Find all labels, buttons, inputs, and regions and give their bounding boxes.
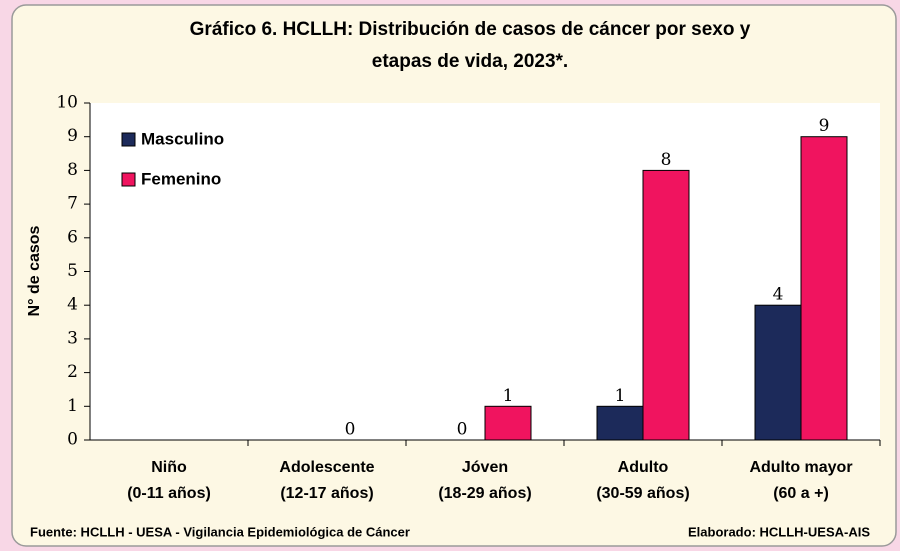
x-tick-label: Adulto mayor <box>749 459 852 476</box>
x-tick-label: (0-11 años) <box>127 485 211 502</box>
y-tick-label: 5 <box>67 261 78 281</box>
legend-swatch <box>121 172 136 187</box>
y-tick-label: 4 <box>67 295 78 315</box>
x-tick-label: (18-29 años) <box>438 485 531 502</box>
data-label: 0 <box>345 420 356 440</box>
y-tick-label: 10 <box>56 93 78 113</box>
bar <box>596 405 644 441</box>
data-label: 0 <box>457 420 468 440</box>
bar <box>800 136 848 441</box>
chart-title: Gráfico 6. HCLLH: Distribución de casos … <box>190 19 751 40</box>
data-label: 8 <box>661 150 672 170</box>
x-tick-label: (60 a +) <box>773 485 829 502</box>
x-tick-label: Adolescente <box>279 459 374 476</box>
x-tick-label: Jóven <box>462 459 508 476</box>
chart-title: etapas de vida, 2023*. <box>372 51 568 72</box>
x-tick-label: Niño <box>151 459 187 476</box>
data-label: 1 <box>503 386 514 406</box>
x-tick-label: Adulto <box>618 459 669 476</box>
y-axis-label: N° de casos <box>26 225 43 316</box>
y-tick-label: 0 <box>67 430 78 450</box>
x-tick-label: (30-59 años) <box>596 485 689 502</box>
y-tick-label: 1 <box>67 396 78 416</box>
bar <box>642 169 690 441</box>
y-tick-label: 2 <box>67 362 78 382</box>
y-tick-label: 8 <box>67 160 78 180</box>
source: Fuente: HCLLH - UESA - Vigilancia Epidem… <box>30 524 410 539</box>
credit: Elaborado: HCLLH-UESA-AIS <box>688 524 870 539</box>
bar <box>484 405 532 441</box>
data-label: 4 <box>773 285 784 305</box>
x-tick-label: (12-17 años) <box>280 485 373 502</box>
legend-label: Femenino <box>141 169 221 188</box>
bar <box>754 304 802 441</box>
legend-label: Masculino <box>141 129 224 148</box>
y-tick-label: 9 <box>67 126 78 146</box>
data-label: 1 <box>615 386 626 406</box>
legend-swatch <box>121 132 136 147</box>
y-tick-label: 7 <box>67 194 78 214</box>
y-tick-label: 6 <box>67 227 78 247</box>
data-label: 9 <box>819 116 830 136</box>
plot-area <box>90 103 880 440</box>
y-tick-label: 3 <box>67 328 78 348</box>
